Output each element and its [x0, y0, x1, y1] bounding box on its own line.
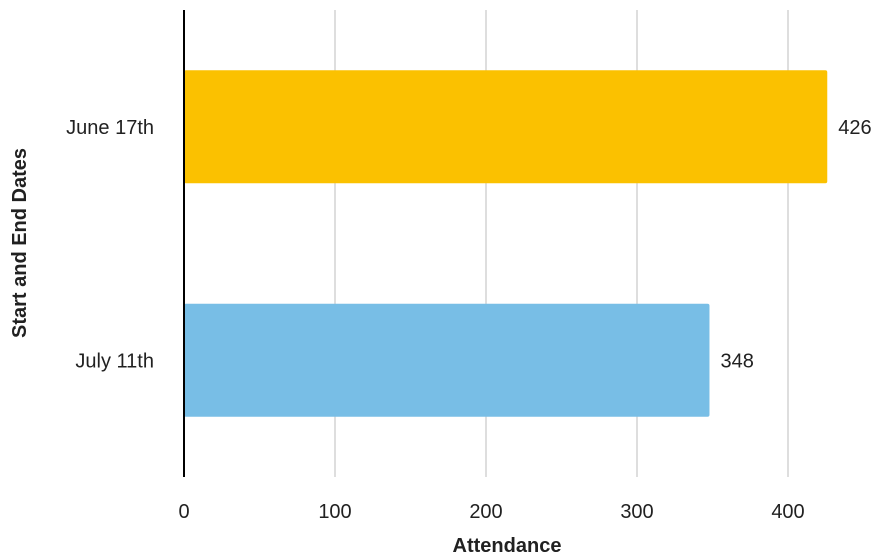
- y-axis-title: Start and End Dates: [9, 148, 31, 338]
- x-tick-label: 100: [318, 501, 351, 523]
- data-labels: 426 348: [720, 117, 871, 373]
- y-category-label: June 17th: [66, 117, 154, 139]
- bar-july-11th: [184, 303, 710, 417]
- x-tick-label: 400: [771, 501, 804, 523]
- bar-value-label: 348: [720, 350, 753, 372]
- x-axis-title: Attendance: [453, 535, 562, 557]
- x-axis-ticks: 0 100 200 300 400: [178, 501, 804, 523]
- bar-june-17th: [184, 70, 828, 184]
- x-tick-label: 200: [469, 501, 502, 523]
- y-category-label: July 11th: [75, 350, 154, 372]
- x-tick-label: 300: [620, 501, 653, 523]
- bar-value-label: 426: [838, 117, 871, 139]
- y-axis-categories: June 17th July 11th: [66, 117, 154, 373]
- bars: [184, 70, 828, 417]
- x-tick-label: 0: [178, 501, 189, 523]
